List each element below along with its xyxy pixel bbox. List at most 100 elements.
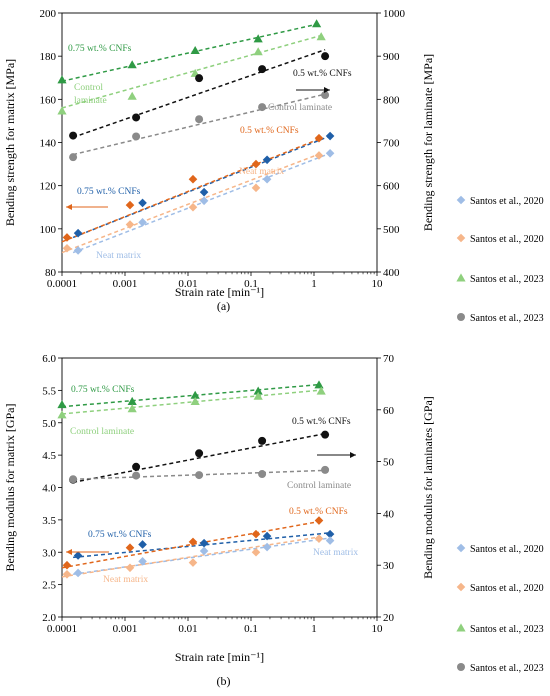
y-left-tick-label: 180 xyxy=(40,51,57,63)
data-point xyxy=(251,529,261,539)
axis-arrow-head xyxy=(350,452,356,458)
data-point xyxy=(321,430,330,439)
data-point xyxy=(199,538,209,548)
y-left-tick-label: 4.0 xyxy=(42,483,56,495)
y-left-tick-label: 5.0 xyxy=(42,418,56,430)
data-point xyxy=(62,560,72,570)
data-point xyxy=(69,131,78,140)
y-left-tick-label: 200 xyxy=(40,8,57,20)
annotation-label: 0.5 wt.% CNFs xyxy=(289,507,348,517)
x-tick-label: 0.01 xyxy=(178,623,197,635)
annotation-label: 0.5 wt.% CNFs xyxy=(240,126,299,136)
data-point xyxy=(62,233,72,242)
y-right-tick-label: 700 xyxy=(383,138,400,150)
data-point xyxy=(199,546,209,556)
annotation-label: 0.5 wt.% CNFs xyxy=(292,417,351,427)
y-left-tick-label: 4.5 xyxy=(42,450,56,462)
x-tick-label: 0.1 xyxy=(244,623,258,635)
annotation-label: 0.75 wt.% CNFs xyxy=(88,530,152,540)
data-point xyxy=(132,113,141,122)
data-point xyxy=(316,32,326,41)
y-left-tick-label: 5.5 xyxy=(42,385,56,397)
x-tick-label: 10 xyxy=(372,278,384,290)
data-point xyxy=(253,47,263,56)
data-point xyxy=(262,531,272,541)
data-point xyxy=(73,246,83,255)
y-right-tick-label: 400 xyxy=(383,267,400,279)
panel-b-chart: 0.0001 0.001 0.01 0.1 1 10 2.0 2.5 3.0 3.5 4.0 4.5 5… xyxy=(3,353,435,688)
x-axis-label: Strain rate [min⁻¹] xyxy=(175,285,264,299)
y-right-tick-label: 30 xyxy=(383,560,395,572)
y-right-axis-label: Bending strength for laminate [MPa] xyxy=(421,54,435,231)
annotation-label: 0.75 wt.% CNFs xyxy=(68,44,132,54)
data-point xyxy=(132,132,141,141)
y-left-tick-label: 120 xyxy=(40,181,57,193)
y-right-tick-label: 600 xyxy=(383,181,400,193)
data-point xyxy=(258,436,267,445)
annotation-label: Control laminate xyxy=(287,481,351,491)
trendline xyxy=(72,93,326,156)
y-left-tick-label: 160 xyxy=(40,94,57,106)
trendline xyxy=(73,532,331,559)
data-point xyxy=(132,462,141,471)
data-point xyxy=(127,60,137,69)
data-point xyxy=(321,91,330,100)
data-point xyxy=(138,540,147,549)
annotation-label: Neat matrix xyxy=(96,251,141,261)
data-point xyxy=(125,220,135,229)
y-right-tick-label: 900 xyxy=(383,51,400,63)
data-point xyxy=(251,183,261,193)
data-point xyxy=(195,449,204,458)
annotation-label: 0.75 wt.% CNFs xyxy=(71,385,135,395)
x-tick-label: 0.1 xyxy=(244,278,258,290)
legend-marker xyxy=(456,195,466,205)
y-right-tick-label: 1000 xyxy=(383,8,406,20)
data-point xyxy=(253,34,263,43)
legend-marker xyxy=(456,543,466,553)
data-point xyxy=(314,380,324,389)
data-point xyxy=(57,400,67,409)
y-left-tick-label: 140 xyxy=(40,138,57,150)
y-left-axis-label: Bending modulus for matrix [GPa] xyxy=(3,404,17,572)
trendline xyxy=(61,137,322,243)
legend-label: Santos et al., 2023 xyxy=(470,624,544,635)
y-right-tick-label: 800 xyxy=(383,94,400,106)
data-point xyxy=(258,65,267,74)
legend-marker xyxy=(457,663,465,671)
data-point xyxy=(62,243,72,253)
legend-label: Santos et al., 2020 xyxy=(470,234,544,245)
data-point xyxy=(325,529,335,539)
panel-b-legend: Santos et al., 2020 Santos et al., 2020 Sa… xyxy=(456,543,544,674)
data-point xyxy=(314,534,324,543)
data-point xyxy=(195,471,204,480)
trendline xyxy=(72,152,331,254)
y-left-tick-label: 2.0 xyxy=(42,612,56,624)
y-right-tick-label: 60 xyxy=(383,405,395,417)
data-point xyxy=(125,563,135,573)
data-point xyxy=(73,551,83,560)
trendline xyxy=(61,389,322,415)
data-point xyxy=(195,74,204,83)
data-point xyxy=(262,174,272,184)
axis-arrow-head xyxy=(66,204,72,210)
data-point xyxy=(258,470,267,479)
data-point xyxy=(312,19,322,28)
y-right-tick-label: 70 xyxy=(383,353,395,365)
legend-label: Santos et al., 2020 xyxy=(470,196,544,207)
data-point xyxy=(188,174,198,184)
legend-marker xyxy=(456,273,466,282)
trendline xyxy=(72,432,326,484)
data-point xyxy=(251,159,261,169)
data-point xyxy=(195,115,204,124)
data-point xyxy=(138,198,147,208)
y-right-axis-label: Bending modulus for laminates [GPa] xyxy=(421,396,435,579)
data-point xyxy=(253,391,263,400)
data-point xyxy=(262,155,272,165)
data-point xyxy=(190,390,200,399)
data-point xyxy=(190,396,200,405)
trendline xyxy=(61,535,322,578)
legend-marker xyxy=(456,233,466,243)
x-tick-label: 0.0001 xyxy=(47,623,77,635)
data-point xyxy=(73,228,83,238)
